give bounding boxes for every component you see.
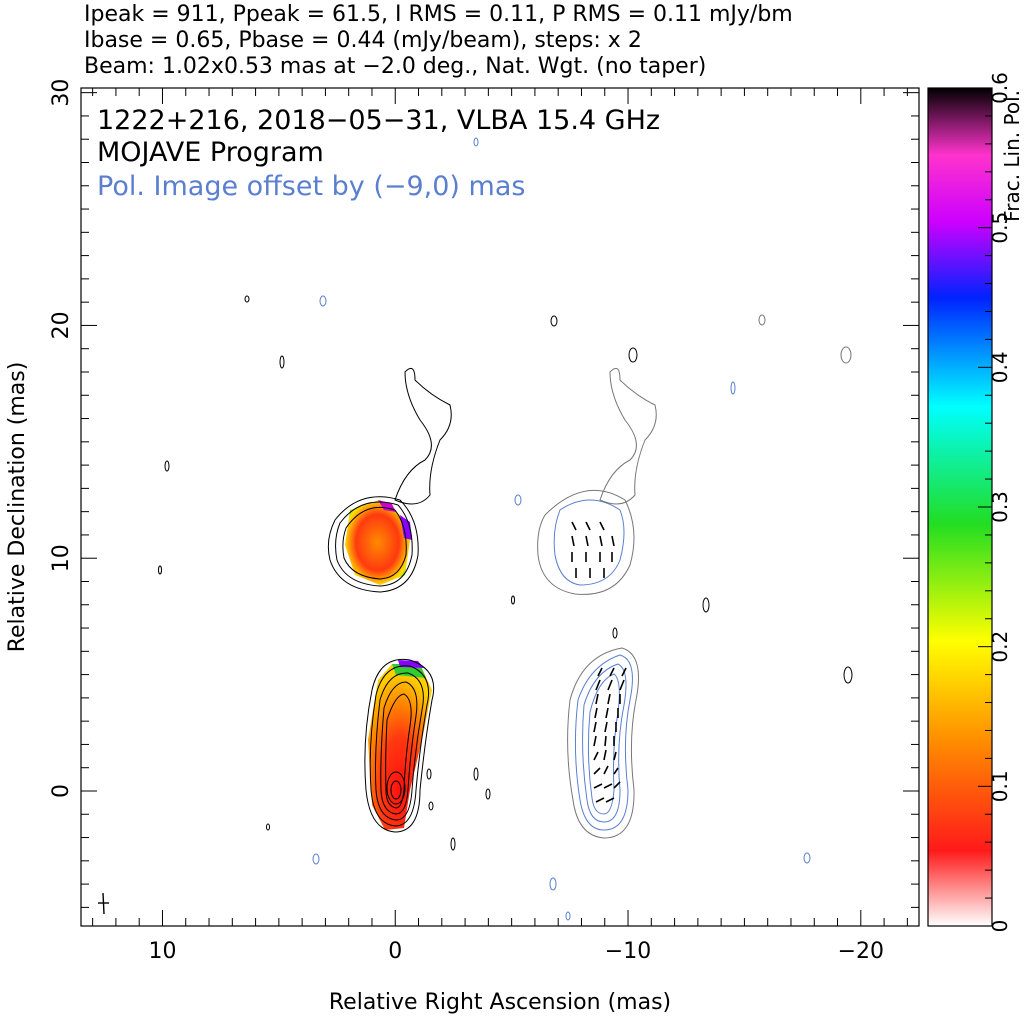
pol-contours bbox=[553, 499, 633, 831]
plot-frame bbox=[80, 87, 920, 927]
colorbar-ticks: 0 0.1 0.2 0.3 0.4 0.5 0.6 bbox=[978, 72, 1012, 932]
y-tick-label: 0 bbox=[49, 784, 74, 798]
colorbar-tick-label: 0.2 bbox=[988, 631, 1012, 663]
x-tick-label: −20 bbox=[838, 939, 884, 964]
colorbar-tick-label: 0.1 bbox=[988, 770, 1012, 802]
blob-frac-pol-map bbox=[345, 500, 410, 585]
plot-title-line-1: 1222+216, 2018−05−31, VLBA 15.4 GHz bbox=[97, 105, 660, 136]
colorbar-tick-label: 0.3 bbox=[988, 491, 1012, 523]
y-tick-label: 10 bbox=[49, 544, 74, 572]
image-layer bbox=[98, 137, 853, 921]
plot-title-line-2: MOJAVE Program bbox=[97, 137, 324, 168]
x-tick-label: −10 bbox=[605, 939, 651, 964]
jet-frac-pol-map bbox=[368, 664, 432, 830]
x-tick-label: 10 bbox=[148, 939, 176, 964]
header-line-1: Ipeak = 911, Ppeak = 61.5, I RMS = 0.11,… bbox=[84, 2, 793, 27]
pol-offset-annotation: Pol. Image offset by (−9,0) mas bbox=[97, 171, 525, 202]
colorbar-label: Frac. Lin. Pol. bbox=[1000, 90, 1024, 222]
colorbar-tick-label: 0.5 bbox=[988, 212, 1012, 244]
beam-marker bbox=[98, 892, 109, 915]
y-tick-label: 30 bbox=[49, 79, 74, 107]
jet-contours bbox=[364, 658, 435, 833]
noise-contours bbox=[158, 137, 853, 921]
x-axis-ticks: 10 0 −10 −20 bbox=[92, 88, 908, 964]
y-axis-ticks: 0 10 20 30 bbox=[49, 79, 919, 908]
colorbar-tick-label: 0.6 bbox=[988, 72, 1012, 104]
y-tick-label: 20 bbox=[49, 311, 74, 339]
offset-intensity-contours bbox=[537, 367, 657, 839]
y-axis-label: Relative Declination (mas) bbox=[5, 362, 30, 653]
colorbar-tick-label: 0.4 bbox=[988, 351, 1012, 383]
colorbar-tick-label: 0 bbox=[988, 920, 1012, 933]
x-axis-label: Relative Right Ascension (mas) bbox=[329, 990, 671, 1015]
pol-vectors bbox=[571, 521, 627, 803]
header-line-3: Beam: 1.02x0.53 mas at −2.0 deg., Nat. W… bbox=[84, 54, 707, 79]
header-line-2: Ibase = 0.65, Pbase = 0.44 (mJy/beam), s… bbox=[84, 28, 642, 53]
blob-contours bbox=[327, 367, 452, 593]
x-tick-label: 0 bbox=[388, 939, 402, 964]
blob-edge-purple bbox=[400, 515, 412, 540]
